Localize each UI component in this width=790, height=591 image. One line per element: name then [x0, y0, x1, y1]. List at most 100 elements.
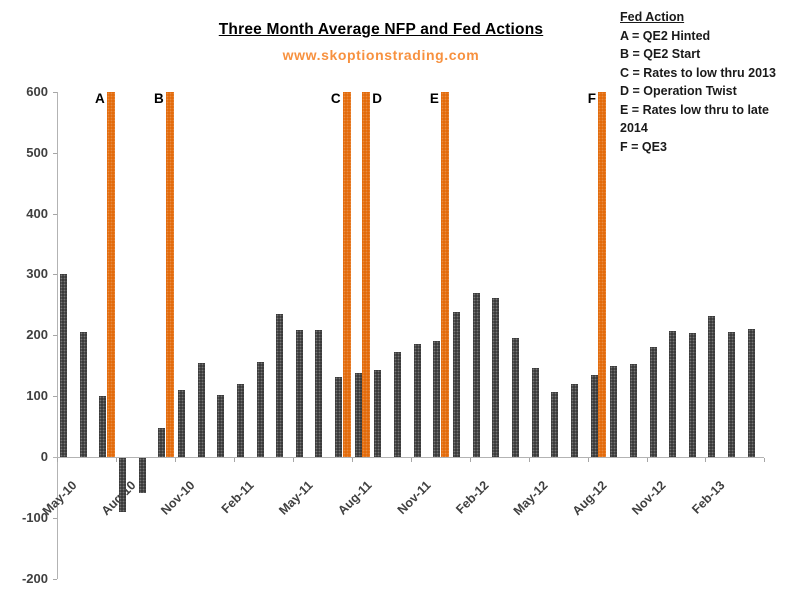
nfp-bar-Apr-12: [511, 337, 519, 457]
legend-item: D = Operation Twist: [620, 84, 737, 98]
legend-item: E = Rates low thru to late 2014: [620, 102, 769, 136]
y-axis-tick: [53, 517, 57, 519]
nfp-bar-May-10: [60, 274, 67, 457]
y-axis-label: 200: [26, 327, 48, 343]
x-axis-label: May-12: [511, 478, 552, 519]
nfp-bar-Jan-11: [217, 394, 225, 457]
y-axis-line: [57, 91, 58, 579]
nfp-bar-Aug-12: [590, 374, 598, 457]
fed-action-letter-F: F: [587, 90, 597, 106]
legend-item: C = Rates to low thru 2013: [620, 65, 776, 80]
fed-action-letter-D: D: [372, 90, 382, 106]
nfp-bar-Nov-10: [177, 390, 185, 457]
fed-action-bar-B: [165, 91, 174, 457]
x-axis-tick: [292, 458, 294, 462]
nfp-bar-Aug-11: [354, 373, 362, 457]
x-axis-label: Aug-11: [334, 478, 375, 518]
nfp-bar-Jun-12: [551, 391, 559, 457]
x-axis-label: Feb-11: [218, 478, 257, 517]
x-axis-label: Nov-11: [394, 478, 434, 518]
legend-item: F = QE3: [620, 139, 667, 154]
x-axis-tick: [57, 458, 58, 462]
y-axis-tick: [53, 335, 57, 337]
y-axis-label: 0: [40, 449, 48, 464]
x-axis-tick: [646, 458, 648, 462]
y-axis-label: 600: [26, 83, 48, 99]
nfp-bar-Sep-11: [374, 369, 382, 457]
y-axis-tick: [53, 152, 57, 154]
x-axis-tick: [764, 458, 766, 462]
nfp-bar-Mar-13: [728, 331, 736, 457]
x-axis-tick: [410, 458, 412, 462]
x-axis-label: Nov-10: [157, 478, 198, 518]
y-axis-label: 500: [26, 144, 48, 160]
x-axis-label: Feb-13: [689, 478, 728, 517]
y-axis-tick: [53, 396, 57, 398]
fed-action-bar-F: [598, 91, 607, 457]
x-axis-tick: [174, 458, 176, 462]
fed-action-letter-B: B: [154, 90, 164, 106]
nfp-bar-Jun-10: [79, 332, 87, 457]
nfp-bar-Oct-12: [629, 363, 637, 457]
legend-heading: Fed Action: [620, 10, 685, 24]
x-axis-tick: [115, 458, 117, 462]
nfp-bar-Jun-11: [315, 330, 323, 457]
x-axis-label: May-10: [39, 478, 80, 519]
fed-action-bar-C: [342, 91, 351, 457]
x-axis-tick: [469, 458, 471, 462]
nfp-bar-Dec-11: [433, 341, 441, 457]
fed-action-bar-E: [440, 91, 449, 457]
nfp-bar-Aug-10: [118, 458, 126, 512]
y-axis-tick: [53, 91, 57, 93]
fed-action-bar-A: [106, 91, 115, 457]
nfp-bar-Feb-13: [708, 315, 716, 457]
x-axis-label: Feb-12: [453, 478, 493, 517]
fed-action-letter-A: A: [95, 90, 105, 106]
nfp-bar-Sep-12: [610, 365, 618, 457]
x-axis-label: May-11: [275, 478, 316, 518]
x-axis-line: [53, 457, 765, 458]
nfp-bar-Mar-11: [256, 362, 264, 457]
x-axis-label: Aug-12: [570, 478, 610, 519]
fed-action-letter-E: E: [429, 90, 439, 106]
nfp-bar-Jul-11: [335, 376, 343, 457]
y-axis-label: -200: [21, 570, 48, 586]
nfp-bar-Mar-12: [492, 298, 500, 457]
x-axis-label: Aug-10: [79, 478, 139, 538]
y-axis-label: 300: [26, 266, 48, 282]
legend-item: A = QE2 Hinted: [620, 28, 711, 43]
nfp-bar-Nov-12: [649, 346, 657, 457]
nfp-bar-Apr-11: [276, 313, 284, 457]
fed-action-bar-D: [362, 91, 371, 457]
y-axis-label: 400: [26, 205, 48, 221]
x-axis-tick: [528, 458, 530, 462]
y-axis-tick: [53, 213, 57, 215]
y-axis-label: 100: [26, 388, 48, 404]
chart-title: Three Month Average NFP and Fed Actions: [218, 21, 544, 38]
website-url: www.skoptionstrading.com: [282, 47, 480, 63]
y-axis-label: -100: [21, 509, 48, 525]
nfp-bar-Jan-13: [688, 332, 696, 457]
nfp-bar-Feb-12: [472, 292, 480, 457]
x-axis-label: Nov-12: [629, 478, 669, 518]
nfp-bar-Oct-11: [394, 351, 402, 457]
fed-action-letter-C: C: [330, 90, 341, 106]
nfp-bar-Oct-10: [158, 427, 166, 457]
nfp-bar-Dec-12: [669, 331, 677, 457]
legend-item: B = QE2 Start: [620, 47, 701, 61]
y-axis-tick: [53, 578, 57, 580]
nfp-bar-Sep-10: [138, 458, 146, 493]
x-axis-tick: [233, 458, 235, 462]
nfp-bar-May-12: [531, 368, 539, 457]
y-axis-tick: [53, 274, 57, 276]
nfp-bar-Jul-10: [99, 396, 107, 457]
nfp-bar-Jan-12: [453, 312, 460, 457]
nfp-bar-May-11: [295, 330, 303, 457]
nfp-bar-Dec-10: [197, 362, 205, 457]
nfp-bar-Apr-13: [747, 328, 755, 457]
x-axis-tick: [351, 458, 353, 462]
nfp-bar-Nov-11: [413, 343, 421, 457]
fed-action-legend: Fed Action A = QE2 Hinted B = QE2 Start …: [620, 8, 790, 156]
